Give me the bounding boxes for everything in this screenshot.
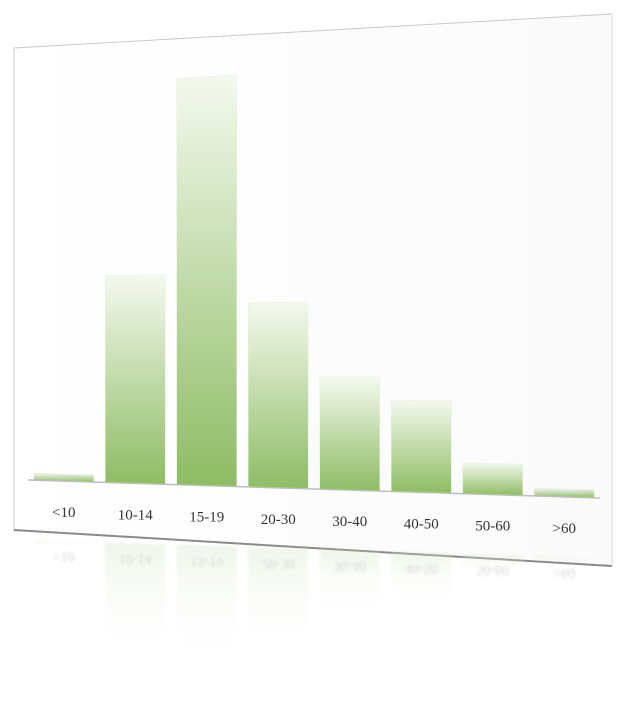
x-tick-label-reflection-2: 15-19 — [190, 554, 223, 569]
x-axis-line — [27, 479, 601, 499]
x-tick-label-6: 50-60 — [475, 519, 510, 535]
x-tick-label-reflection-4: 30-40 — [333, 558, 366, 573]
x-axis — [27, 479, 601, 499]
x-tick-label-5: 40-50 — [404, 516, 439, 532]
x-tick-label-0: <10 — [52, 505, 75, 521]
bar-3 — [247, 301, 309, 490]
x-tick-label-reflection-0: <10 — [53, 549, 75, 564]
x-tick-label-reflection-7: >60 — [553, 565, 575, 580]
x-tick-label-3: 20-30 — [261, 512, 296, 528]
x-tick-label-reflection-6: 50-60 — [476, 563, 509, 578]
bar-reflection-5 — [391, 551, 452, 609]
x-tick-label-2: 15-19 — [189, 510, 224, 526]
bar-reflection-1 — [105, 542, 166, 665]
bar-reflection-7 — [534, 555, 595, 563]
bar-reflection-4 — [319, 549, 380, 619]
chart-reflection: <10 10-14 15-19 20-30 30-40 40-50 50-60 >60 — [33, 540, 595, 667]
bar-1 — [104, 274, 166, 485]
x-tick-label-reflection-1: 10-14 — [119, 551, 152, 566]
bar-reflection-3 — [248, 546, 309, 660]
bar-2 — [176, 74, 238, 487]
x-tick-label-reflection-5: 40-50 — [405, 560, 438, 575]
x-tick-label-reflection-3: 20-30 — [262, 556, 295, 571]
x-tick-label-4: 30-40 — [332, 514, 367, 530]
x-tick-label-1: 10-14 — [118, 507, 153, 523]
x-tick-label-7: >60 — [553, 521, 576, 537]
bar-reflection-6 — [462, 553, 523, 575]
bar-4 — [319, 376, 381, 492]
bar-reflection-0 — [33, 540, 94, 547]
bar-5 — [390, 399, 452, 494]
bar-reflection-2 — [176, 544, 237, 667]
bar-6 — [462, 462, 524, 496]
x-tick-labels: <10 10-14 15-19 20-30 30-40 40-50 50-60 >60 — [52, 505, 576, 537]
bars-group — [33, 74, 595, 499]
